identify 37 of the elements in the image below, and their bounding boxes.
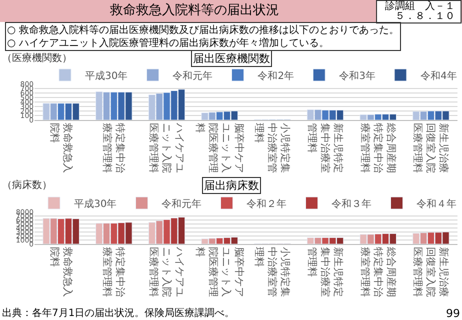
legend-label: 令和２年 bbox=[246, 198, 287, 210]
legend-label: 平成30年 bbox=[74, 198, 117, 210]
text: ○ 救命救急入院料等の届出医療機関数及び届出病床数の推移は以下のとおりであった。 bbox=[7, 24, 399, 36]
x-tick-label: ハイケアユニット入院医療管理料 bbox=[148, 122, 184, 173]
x-tick-label: 脳卒中ケアユニット入院医療管理料 bbox=[194, 247, 245, 297]
x-tick-label: 小児特定集中治療室管理料 bbox=[253, 247, 292, 297]
x-tick-label: 総合周産期特定集中治療室管理料 bbox=[358, 122, 397, 173]
legend-label: 令和2年 bbox=[258, 70, 294, 82]
x-tick-label: 新生児特定集中治療室管理料 bbox=[306, 123, 344, 173]
x-tick-label: 特定集中治療室管理料 bbox=[101, 123, 126, 173]
x-tick-label: 新生児治療回復室入院医療管理料 bbox=[412, 247, 450, 297]
x-tick-label: 特定集中治療室管理料 bbox=[101, 247, 126, 297]
x-tick-label: 新生児治療回復室入院医療管理料 bbox=[412, 123, 450, 173]
source-note: 出典：各年7月1日の届出状況。保険局医療課調べ。 bbox=[2, 307, 235, 319]
legend-label: 平成30年 bbox=[85, 70, 128, 82]
y-axis-title: （医療機関数） bbox=[2, 52, 72, 64]
text: 99 bbox=[446, 307, 460, 320]
x-tick-label: 新生児特定集中治療室管理料 bbox=[306, 247, 344, 297]
x-tick-label: 救命救急入院料 bbox=[48, 122, 74, 173]
y-axis-title: （病床数） bbox=[2, 179, 52, 191]
text: 救命救急入院料等の届出状況 bbox=[109, 3, 279, 18]
legend-label: 令和３年 bbox=[332, 198, 372, 210]
chart-title: 届出医療機関数 bbox=[193, 52, 270, 65]
x-tick-label: ハイケアユニット入院医療管理料 bbox=[148, 246, 184, 297]
legend-label: 令和4年 bbox=[420, 70, 457, 82]
legend-label: 令和3年 bbox=[339, 70, 376, 82]
x-tick-label: 総合周産期特定集中治療室管理料 bbox=[358, 246, 397, 297]
chart-title: 届出病床数 bbox=[204, 179, 259, 192]
legend-label: 令和元年 bbox=[172, 70, 213, 82]
x-tick-label: 小児特定集中治療室管理料 bbox=[253, 123, 292, 173]
text: ５．８．１０ bbox=[395, 11, 455, 22]
x-tick-label: 脳卒中ケアユニット入院医療管理料 bbox=[194, 123, 245, 173]
x-tick-label: 救命救急入院料 bbox=[48, 246, 74, 297]
legend-label: 令和元年 bbox=[162, 198, 202, 210]
legend-label: 令和４年 bbox=[416, 198, 457, 210]
text: ○ ハイケアユニット入院医療管理料の届出病床数が年々増加している。 bbox=[7, 37, 329, 49]
text: 診調組 入－１ bbox=[385, 0, 455, 12]
